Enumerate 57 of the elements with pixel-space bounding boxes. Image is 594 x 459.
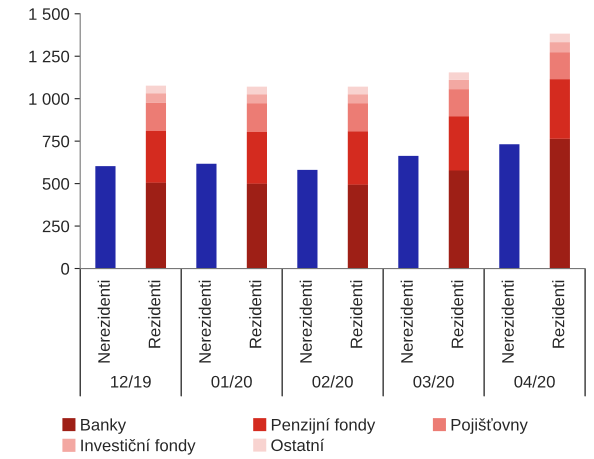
x-tick-label: Rezidenti [451,280,464,348]
bar [550,79,570,139]
bar [348,103,368,132]
y-tick-label: 250 [42,220,70,232]
bar [246,94,268,104]
bar [550,42,570,52]
x-tick-label: Nerezidenti [400,280,413,363]
bar [146,86,166,94]
text: 03/20 [413,375,454,388]
bar [448,72,469,80]
bar [95,166,116,269]
text: 01/20 [211,375,252,388]
legend-label: Investiční fondy [81,438,196,455]
bar [448,80,469,90]
bar [146,102,166,131]
bar [246,184,268,269]
y-tick-label: 1 250 [29,50,70,62]
x-tick-label: Rezidenti [350,280,362,348]
legend-label: Pojišťovny [452,418,528,434]
bar [398,156,418,269]
x-tick-label: Nerezidenti [300,280,312,363]
x-tick-label: Rezidenti [249,280,262,348]
bar [348,86,368,94]
bar [146,93,166,103]
text: 12/19 [111,375,151,388]
bar [550,34,570,42]
bar [146,130,166,183]
legend-label: Banky [81,418,126,434]
bar [246,132,268,184]
x-tick-label: Rezidenti [552,280,564,348]
bar [348,131,368,185]
x-tick-label: Nerezidenti [502,280,514,363]
x-tick-label: Nerezidenti [198,280,211,363]
legend-label: Ostatní [271,438,324,452]
y-tick-label: 1 500 [29,8,70,20]
bar [246,86,268,94]
bar [246,103,268,132]
y-tick-label: 1 000 [29,93,70,105]
bar [550,52,570,80]
bar [550,138,570,269]
bar [448,170,469,269]
bar [297,170,318,269]
y-tick-label: 500 [42,178,70,190]
y-tick-label: 0 [61,262,70,275]
legend-label: Penzijní fondy [272,418,376,434]
bar [499,144,520,269]
x-tick-label: Rezidenti [148,280,160,348]
y-tick-label: 750 [42,136,70,148]
bar [448,116,469,171]
text: 02/20 [312,375,353,388]
text: 04/20 [514,375,555,388]
bar [348,184,368,269]
bar [146,182,166,269]
bar [196,164,217,269]
bar [448,89,469,117]
x-tick-label: Nerezidenti [98,280,110,363]
bar [348,94,368,104]
